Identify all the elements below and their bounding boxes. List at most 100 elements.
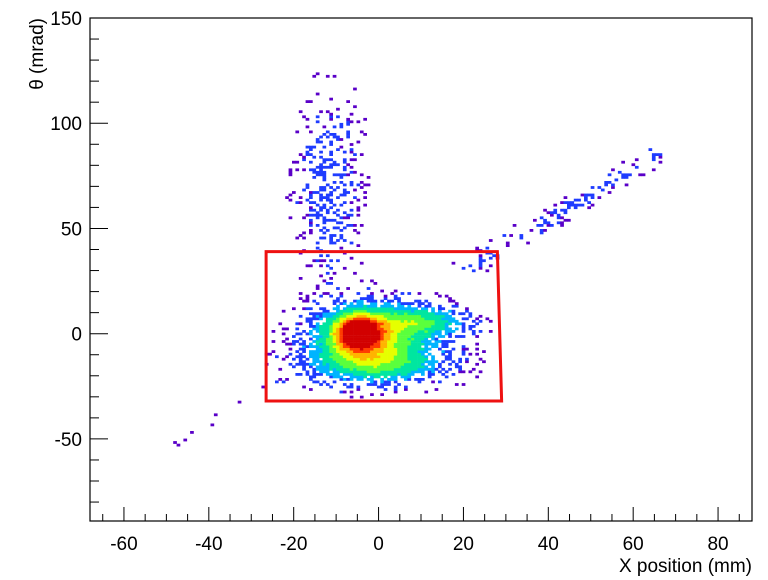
heatmap-cell xyxy=(356,370,361,374)
heatmap-cell xyxy=(309,191,313,194)
heatmap-cell xyxy=(322,355,327,359)
heatmap-cell xyxy=(295,160,300,164)
heatmap-cell xyxy=(458,360,462,364)
heatmap-cell xyxy=(329,198,333,202)
heatmap-cell xyxy=(424,350,429,353)
heatmap-cell xyxy=(414,350,418,353)
heatmap-cell xyxy=(319,294,323,298)
heatmap-cell xyxy=(468,264,473,268)
heatmap-cell xyxy=(444,357,449,361)
heatmap-cell xyxy=(302,330,306,333)
heatmap-cell xyxy=(451,319,456,323)
heatmap-cell xyxy=(353,345,357,348)
heatmap-cell xyxy=(298,355,303,359)
heatmap-cell xyxy=(278,378,283,381)
heatmap-cell xyxy=(390,340,395,343)
heatmap-cell xyxy=(329,319,333,323)
heatmap-cell xyxy=(353,224,357,227)
heatmap-cell xyxy=(461,317,466,321)
heatmap-cell xyxy=(325,360,330,364)
heatmap-cell xyxy=(346,340,350,343)
heatmap-cell xyxy=(325,165,330,169)
heatmap-cell xyxy=(407,312,412,316)
heatmap-cell xyxy=(356,388,361,391)
heatmap-cell xyxy=(342,357,347,361)
heatmap-cell xyxy=(373,355,378,359)
heatmap-cell xyxy=(346,163,350,167)
heatmap-cell xyxy=(336,186,340,189)
heatmap-cell xyxy=(376,319,381,323)
heatmap-cell xyxy=(339,340,344,343)
heatmap-cell xyxy=(448,340,452,343)
heatmap-cell xyxy=(210,423,215,427)
heatmap-cell xyxy=(359,350,364,353)
heatmap-cell xyxy=(407,345,412,348)
heatmap-cell xyxy=(285,337,289,341)
heatmap-cell xyxy=(353,327,357,331)
heatmap-cell xyxy=(353,373,357,376)
heatmap-cell xyxy=(448,327,452,331)
heatmap-cell xyxy=(590,193,595,197)
heatmap-cell xyxy=(329,375,333,379)
y-tick-label: 0 xyxy=(71,325,82,346)
heatmap-cell xyxy=(285,196,289,199)
heatmap-cell xyxy=(400,345,405,348)
heatmap-cell xyxy=(431,307,435,311)
heatmap-cell xyxy=(319,165,323,169)
heatmap-cell xyxy=(353,87,357,91)
heatmap-cell xyxy=(482,259,486,263)
heatmap-cell xyxy=(349,390,354,394)
heatmap-cell xyxy=(339,125,344,129)
heatmap-cell xyxy=(404,360,408,364)
heatmap-cell xyxy=(332,367,337,371)
heatmap-cell xyxy=(366,337,371,341)
heatmap-cell xyxy=(370,360,374,364)
heatmap-cell xyxy=(421,342,425,346)
heatmap-cell xyxy=(404,317,408,321)
heatmap-cell xyxy=(560,208,564,212)
heatmap-cell xyxy=(488,264,493,268)
heatmap-cell xyxy=(414,370,418,374)
heatmap-cell xyxy=(322,352,327,356)
heatmap-cell xyxy=(336,360,340,364)
heatmap-cell xyxy=(319,360,323,364)
heatmap-cell xyxy=(417,317,422,321)
heatmap-cell xyxy=(380,347,384,351)
heatmap-cell xyxy=(421,317,425,321)
heatmap-cell xyxy=(319,173,323,177)
heatmap-cell xyxy=(339,370,344,374)
heatmap-cell xyxy=(380,319,384,323)
heatmap-cell xyxy=(359,304,364,308)
heatmap-cell xyxy=(298,337,303,341)
heatmap-cell xyxy=(397,314,401,318)
heatmap-cell xyxy=(658,155,663,159)
heatmap-cell xyxy=(309,388,313,391)
heatmap-cell xyxy=(325,347,330,351)
heatmap-cell xyxy=(417,380,422,384)
heatmap-cell xyxy=(550,211,554,215)
heatmap-cell xyxy=(332,125,337,129)
heatmap-cell xyxy=(346,355,350,359)
heatmap-cell xyxy=(359,347,364,351)
heatmap-cell xyxy=(356,352,361,356)
heatmap-cell xyxy=(567,206,571,210)
heatmap-cell xyxy=(376,350,381,353)
heatmap-cell xyxy=(332,322,337,326)
heatmap-cell xyxy=(387,325,391,328)
heatmap-cell xyxy=(332,327,337,331)
heatmap-cell xyxy=(319,370,323,374)
heatmap-cell xyxy=(332,312,337,316)
heatmap-cell xyxy=(353,340,357,343)
heatmap-cell xyxy=(397,325,401,328)
heatmap-cell xyxy=(356,325,361,328)
heatmap-cell xyxy=(451,347,456,351)
heatmap-cell xyxy=(387,322,391,326)
heatmap-cell xyxy=(346,352,350,356)
heatmap-cell xyxy=(339,362,344,366)
heatmap-cell xyxy=(438,327,442,331)
heatmap-cell xyxy=(431,314,435,318)
heatmap-cell xyxy=(393,352,398,356)
heatmap-cell xyxy=(298,110,303,114)
heatmap-cell xyxy=(315,287,320,290)
heatmap-cell xyxy=(309,201,313,204)
